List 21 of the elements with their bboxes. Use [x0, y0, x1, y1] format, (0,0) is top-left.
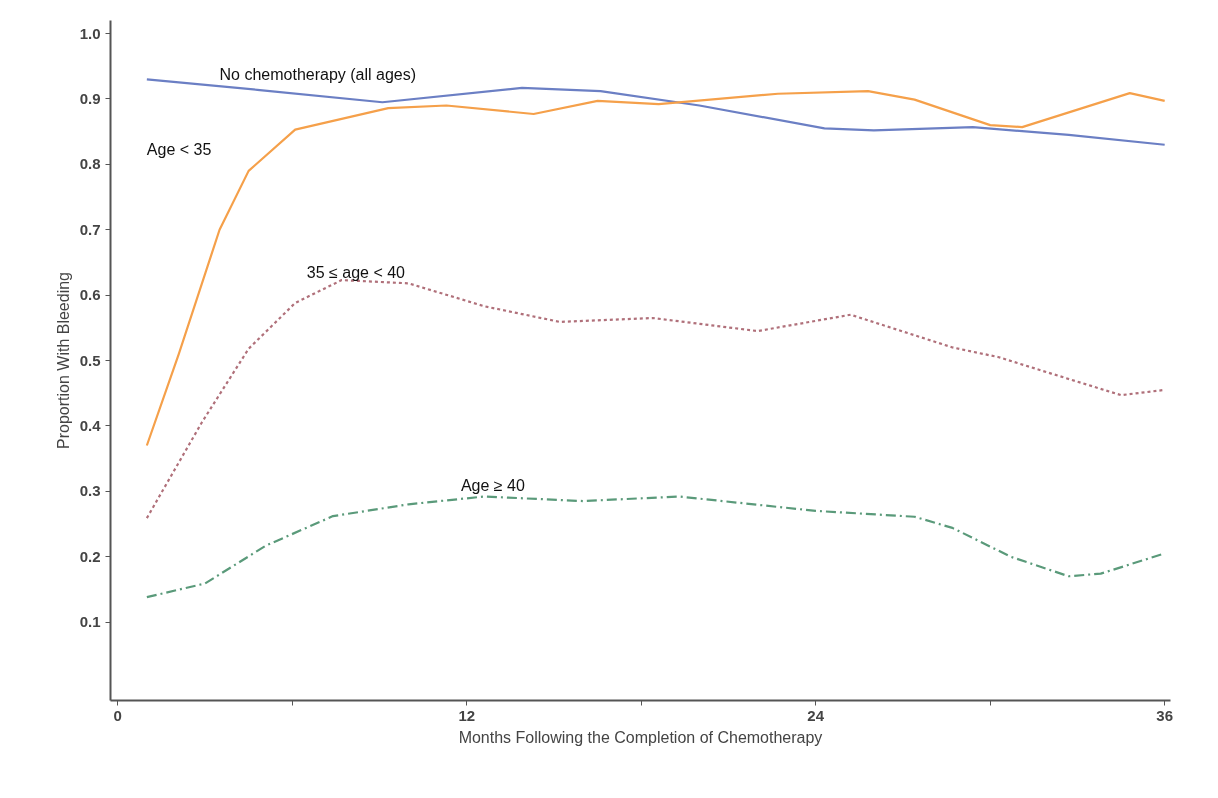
x-tick-label: 0 [113, 706, 122, 724]
y-tick-label: 0.3 [79, 482, 101, 500]
text: Age < 35 [146, 140, 212, 158]
y-tick-label: 0.1 [79, 613, 101, 631]
y-tick-label: 0.8 [79, 155, 101, 173]
x-tick-label: 36 [1156, 706, 1174, 724]
series-label: 35 ≤ age < 40 [306, 263, 406, 281]
y-tick-label: 0.7 [79, 220, 101, 238]
y-tick-label: 0.6 [79, 286, 101, 304]
series-label: No chemotherapy (all ages) [219, 65, 417, 83]
y-tick-label: 0.4 [79, 416, 102, 434]
y-tick-label: 0.2 [79, 547, 101, 565]
y-axis-title: Proportion With Bleeding [54, 272, 72, 449]
x-axis-title: Months Following the Completion of Chemotherapy [458, 728, 823, 746]
series-label: Age ≥ 40 [460, 476, 525, 494]
line-series [145, 90, 1166, 447]
x-tick-label: 12 [458, 706, 476, 724]
x-tick-label: 24 [807, 706, 825, 724]
y-tick-label: 1.0 [79, 24, 101, 42]
y-tick-label: 0.5 [79, 351, 101, 369]
y-tick-label: 0.9 [79, 89, 101, 107]
